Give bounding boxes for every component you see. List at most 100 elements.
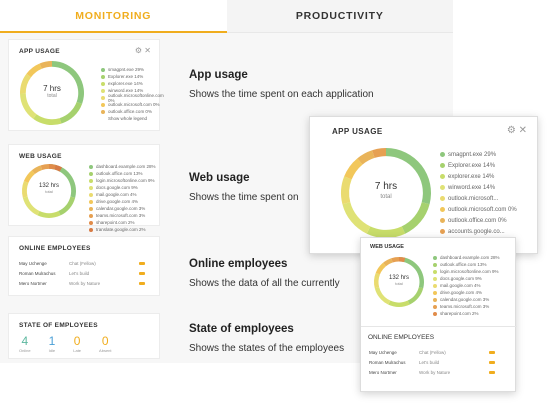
donut-segment xyxy=(23,170,35,183)
legend-label: Explorer.exe 14% xyxy=(448,162,496,169)
app-usage-overlay: APP USAGE ⚙ ✕ 7 hrs total smagpnt.exe 29… xyxy=(309,116,538,254)
legend-item: outlook.microsoftonline.com 0% xyxy=(101,93,164,103)
legend-label: outlook.microsoft.com 0% xyxy=(448,206,517,213)
donut-segment xyxy=(342,202,371,234)
feature-desc: Shows the time spent on each application xyxy=(189,89,374,100)
legend-dot xyxy=(89,185,93,190)
online-employees-card-title: ONLINE EMPLOYEES xyxy=(19,245,91,252)
legend-item: outlook.office.com 13% xyxy=(89,170,156,177)
status-indicator xyxy=(139,262,145,265)
state-label: Absent xyxy=(99,348,112,353)
donut-segment xyxy=(54,164,63,172)
legend-dot xyxy=(101,81,105,86)
donut-sub: total xyxy=(380,194,392,200)
state-value: 0 xyxy=(101,334,109,348)
app-usage-legend: smagpnt.exe 29% Explorer.exe 14% explorer.… xyxy=(101,66,164,122)
tab-productivity[interactable]: PRODUCTIVITY xyxy=(226,0,453,33)
gear-icon[interactable]: ⚙ xyxy=(506,125,516,136)
employee-name: Mero Nortmer xyxy=(19,281,47,286)
legend-item: login.microsoftonline.com 9% xyxy=(433,268,500,275)
state-label: Late xyxy=(73,348,82,353)
state-online[interactable]: 4 Online xyxy=(19,334,31,353)
donut-segment xyxy=(52,61,84,104)
close-icon[interactable]: ✕ xyxy=(144,46,151,55)
legend-dot xyxy=(433,262,437,267)
feature-desc: Shows the time spent on xyxy=(189,192,299,203)
overlay-app-legend: smagpnt.exe 29% Explorer.exe 14% explorer.… xyxy=(440,149,517,237)
legend-label: winword.exe 14% xyxy=(108,88,144,93)
app-usage-donut xyxy=(19,61,84,125)
app-usage-card: APP USAGE ⚙ ✕ 7 hrs total smagpnt.exe 29… xyxy=(8,39,164,131)
employee-row[interactable]: Roman Mulrachus Let's build xyxy=(19,271,159,276)
legend-label: outlook.microsoft... xyxy=(448,195,499,202)
donut-segment xyxy=(383,258,393,267)
legend-item: Explorer.exe 14% xyxy=(440,160,517,171)
legend-dot xyxy=(101,88,105,93)
employee-name: Mero Nortmer xyxy=(369,370,397,375)
online-employees-card: ONLINE EMPLOYEES May Uchenge Chat (Fello… xyxy=(8,236,160,296)
legend-dot xyxy=(433,304,437,309)
employee-row[interactable]: Roman Mulrachus Let's build xyxy=(369,360,509,365)
donut-segment xyxy=(22,196,40,216)
legend-dot xyxy=(89,171,93,176)
legend-label: teams.microsoft.com 3% xyxy=(440,304,490,309)
legend-item: drive.google.com 4% xyxy=(433,289,500,296)
legend-label: accounts.google.co... xyxy=(448,228,505,235)
legend-item: accounts.google.co... xyxy=(440,226,517,237)
legend-dot xyxy=(440,152,445,157)
app-usage-card-title: APP USAGE xyxy=(19,48,60,55)
employee-status: Chat (Fellow) xyxy=(419,350,446,355)
legend-item: Explorer.exe 14% xyxy=(101,73,164,80)
employee-status: Let's build xyxy=(419,360,440,365)
legend-item: outlook.microsoft.com 0% xyxy=(101,101,164,108)
legend-dot xyxy=(440,229,445,234)
legend-label: mail.google.com 4% xyxy=(440,283,481,288)
donut-value: 132 hrs xyxy=(388,275,409,281)
state-label: Idle xyxy=(48,348,56,353)
donut-segment xyxy=(20,93,37,119)
legend-label: winword.exe 14% xyxy=(448,184,496,191)
legend-dot xyxy=(433,255,437,260)
state-value: 1 xyxy=(48,334,56,348)
legend-label: login.microsoftonline.com 9% xyxy=(96,178,155,183)
employee-row[interactable]: Mero Nortmer Work by Nature xyxy=(369,370,509,375)
legend-label: calendar.google.com 3% xyxy=(440,297,490,302)
donut-segment xyxy=(374,272,380,289)
feature-web-usage: Web usage Shows the time spent on xyxy=(189,172,299,203)
donut-segment xyxy=(58,196,76,216)
donut-segment xyxy=(49,164,56,170)
feature-online-employees: Online employees Shows the data of all t… xyxy=(189,258,340,289)
legend-item: smagpnt.exe 29% xyxy=(101,66,164,73)
donut-center-text: 132 hrs total xyxy=(19,183,79,194)
legend-label: sharepoint.com 2% xyxy=(440,311,479,316)
feature-app-usage: App usage Shows the time spent on each a… xyxy=(189,69,374,100)
overlay-web-donut xyxy=(374,257,424,307)
donut-segment xyxy=(40,164,49,170)
legend-dot xyxy=(433,297,437,302)
donut-segment xyxy=(341,176,352,205)
tab-monitoring[interactable]: MONITORING xyxy=(0,0,227,33)
donut-segment xyxy=(372,148,386,158)
legend-dot xyxy=(440,174,445,179)
donut-value: 7 hrs xyxy=(374,181,398,192)
legend-item: calendar.google.com 3% xyxy=(89,205,156,212)
employee-row[interactable]: May Uchenge Chat (Fellow) xyxy=(19,261,159,266)
state-absent[interactable]: 0 Absent xyxy=(99,334,111,353)
employee-row[interactable]: May Uchenge Chat (Fellow) xyxy=(369,350,509,355)
legend-item: sharepoint.com 2% xyxy=(433,310,500,317)
legend-item: mail.google.com 4% xyxy=(433,282,500,289)
state-late[interactable]: 0 Late xyxy=(73,334,81,353)
legend-label: outlook.office.com 13% xyxy=(440,262,487,267)
gear-icon[interactable]: ⚙ xyxy=(134,46,143,55)
donut-segment xyxy=(357,150,375,165)
card-controls: ⚙ ✕ xyxy=(507,125,527,136)
state-card-title: STATE OF EMPLOYEES xyxy=(19,322,98,329)
legend-item: dashboard.example.com 28% xyxy=(89,163,156,170)
legend-item: outlook.office.com 0% xyxy=(101,108,164,115)
close-icon[interactable]: ✕ xyxy=(518,125,527,136)
state-idle[interactable]: 1 Idle xyxy=(49,334,56,353)
employee-row[interactable]: Mero Nortmer Work by Nature xyxy=(19,281,159,286)
legend-label: Show whole legend xyxy=(108,116,148,121)
legend-item: outlook.office.com 13% xyxy=(433,261,500,268)
donut-segment xyxy=(366,226,406,238)
